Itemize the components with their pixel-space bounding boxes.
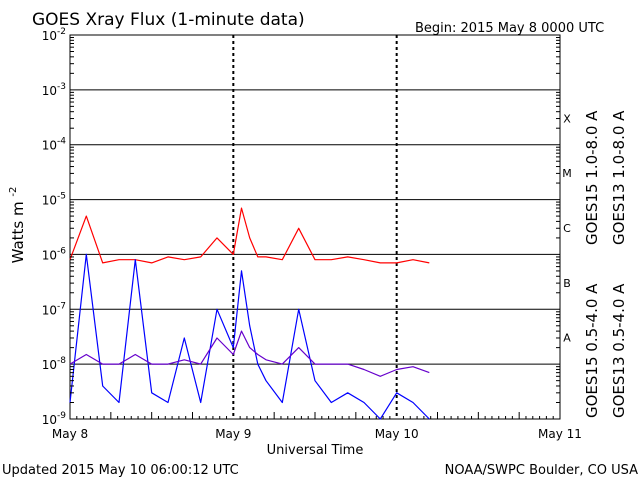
- y-tick-label: 10-8: [42, 356, 67, 372]
- series-line: [69, 330, 430, 377]
- flare-class-label: A: [563, 332, 571, 345]
- y-tick-label: 10-4: [42, 137, 67, 153]
- chart-title: GOES Xray Flux (1-minute data): [32, 10, 305, 30]
- series-layer: [69, 207, 430, 420]
- x-tick-label: May 11: [538, 427, 582, 441]
- legend-layer: GOES15 1.0-8.0 A GOES13 1.0-8.0 A GOES15 0…: [583, 110, 628, 418]
- begin-label: Begin: 2015 May 8 0000 UTC: [415, 21, 604, 36]
- legend-entry: GOES13 1.0-8.0 A: [610, 110, 628, 245]
- y-tick-label: 10-7: [42, 301, 66, 317]
- x-axis-label: Universal Time: [267, 443, 364, 458]
- flare-class-label: X: [563, 112, 571, 125]
- y-tick-label: 10-6: [42, 246, 67, 262]
- y-tick-label: 10-2: [42, 27, 66, 43]
- x-tick-label: May 8: [52, 427, 88, 441]
- svg-text:Watts m -2: Watts m -2: [8, 187, 27, 264]
- legend-entry: GOES15 0.5-4.0 A: [583, 283, 601, 418]
- legend-entry: GOES15 1.0-8.0 A: [583, 110, 601, 245]
- y-tick-label: 10-3: [42, 82, 66, 98]
- plot-frame: [69, 34, 561, 420]
- legend-entry: GOES13 0.5-4.0 A: [610, 283, 628, 418]
- grid-layer: [70, 35, 560, 419]
- axis-layer: 10-9 10-8 10-7 10-6 10-5 10-4 10-3 10-2 May 8 May…: [42, 27, 582, 441]
- y-axis-label-exponent: -2: [8, 187, 19, 197]
- y-tick-label: 10-5: [42, 192, 66, 208]
- x-tick-label: May 9: [215, 427, 251, 441]
- y-axis-label: Watts m -2: [8, 187, 27, 264]
- flare-class-label: M: [562, 167, 572, 180]
- updated-timestamp: Updated 2015 May 10 06:00:12 UTC: [2, 463, 239, 478]
- flare-class-label: C: [563, 222, 571, 235]
- series-line: [69, 253, 430, 420]
- flare-class-label: B: [563, 277, 571, 290]
- y-axis-label-text: Watts m: [9, 201, 27, 263]
- y-tick-label: 10-9: [42, 411, 67, 427]
- source-credit: NOAA/SWPC Boulder, CO USA: [445, 463, 638, 478]
- x-tick-label: May 10: [375, 427, 419, 441]
